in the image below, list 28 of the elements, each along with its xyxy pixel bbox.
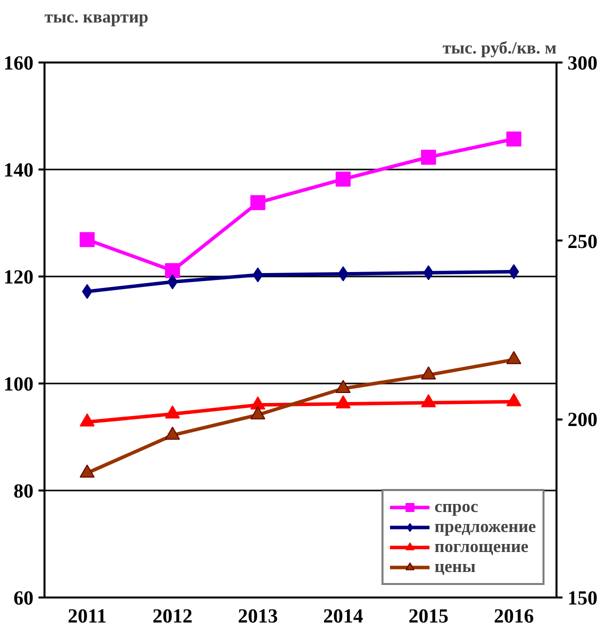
point (80, 464, 95, 478)
y2-tick-label: 200 (568, 409, 598, 432)
y2-axis-title: тыс. руб./кв. м (442, 38, 557, 58)
y-tick-label: 140 (4, 160, 34, 182)
y-tick-label: 160 (4, 52, 34, 74)
x-tick-label: 2016 (494, 606, 534, 628)
y2-tick-label: 150 (568, 588, 598, 610)
legend-label: цены (434, 557, 476, 577)
y-tick-label: 100 (4, 374, 34, 396)
y-tick-label: 120 (4, 266, 34, 288)
y2-tick-label: 250 (568, 230, 598, 253)
y-axis-title: тыс. квартир (44, 8, 148, 26)
legend-label: спрос (434, 497, 478, 517)
y-tick-label: 80 (14, 480, 34, 502)
legend-label: поглощение (434, 537, 529, 557)
x-tick-label: 2015 (408, 606, 448, 628)
x-tick-label: 2011 (68, 606, 107, 628)
x-tick-label: 2014 (323, 606, 364, 628)
point (336, 380, 351, 394)
point (506, 351, 522, 364)
y-tick-label: 60 (14, 588, 34, 610)
legend-label: предложение (434, 517, 536, 537)
point (421, 366, 436, 380)
point (165, 426, 180, 440)
x-tick-label: 2012 (152, 606, 192, 628)
x-tick-label: 2013 (238, 606, 278, 628)
point (250, 406, 266, 420)
y2-tick-label: 300 (568, 52, 598, 74)
